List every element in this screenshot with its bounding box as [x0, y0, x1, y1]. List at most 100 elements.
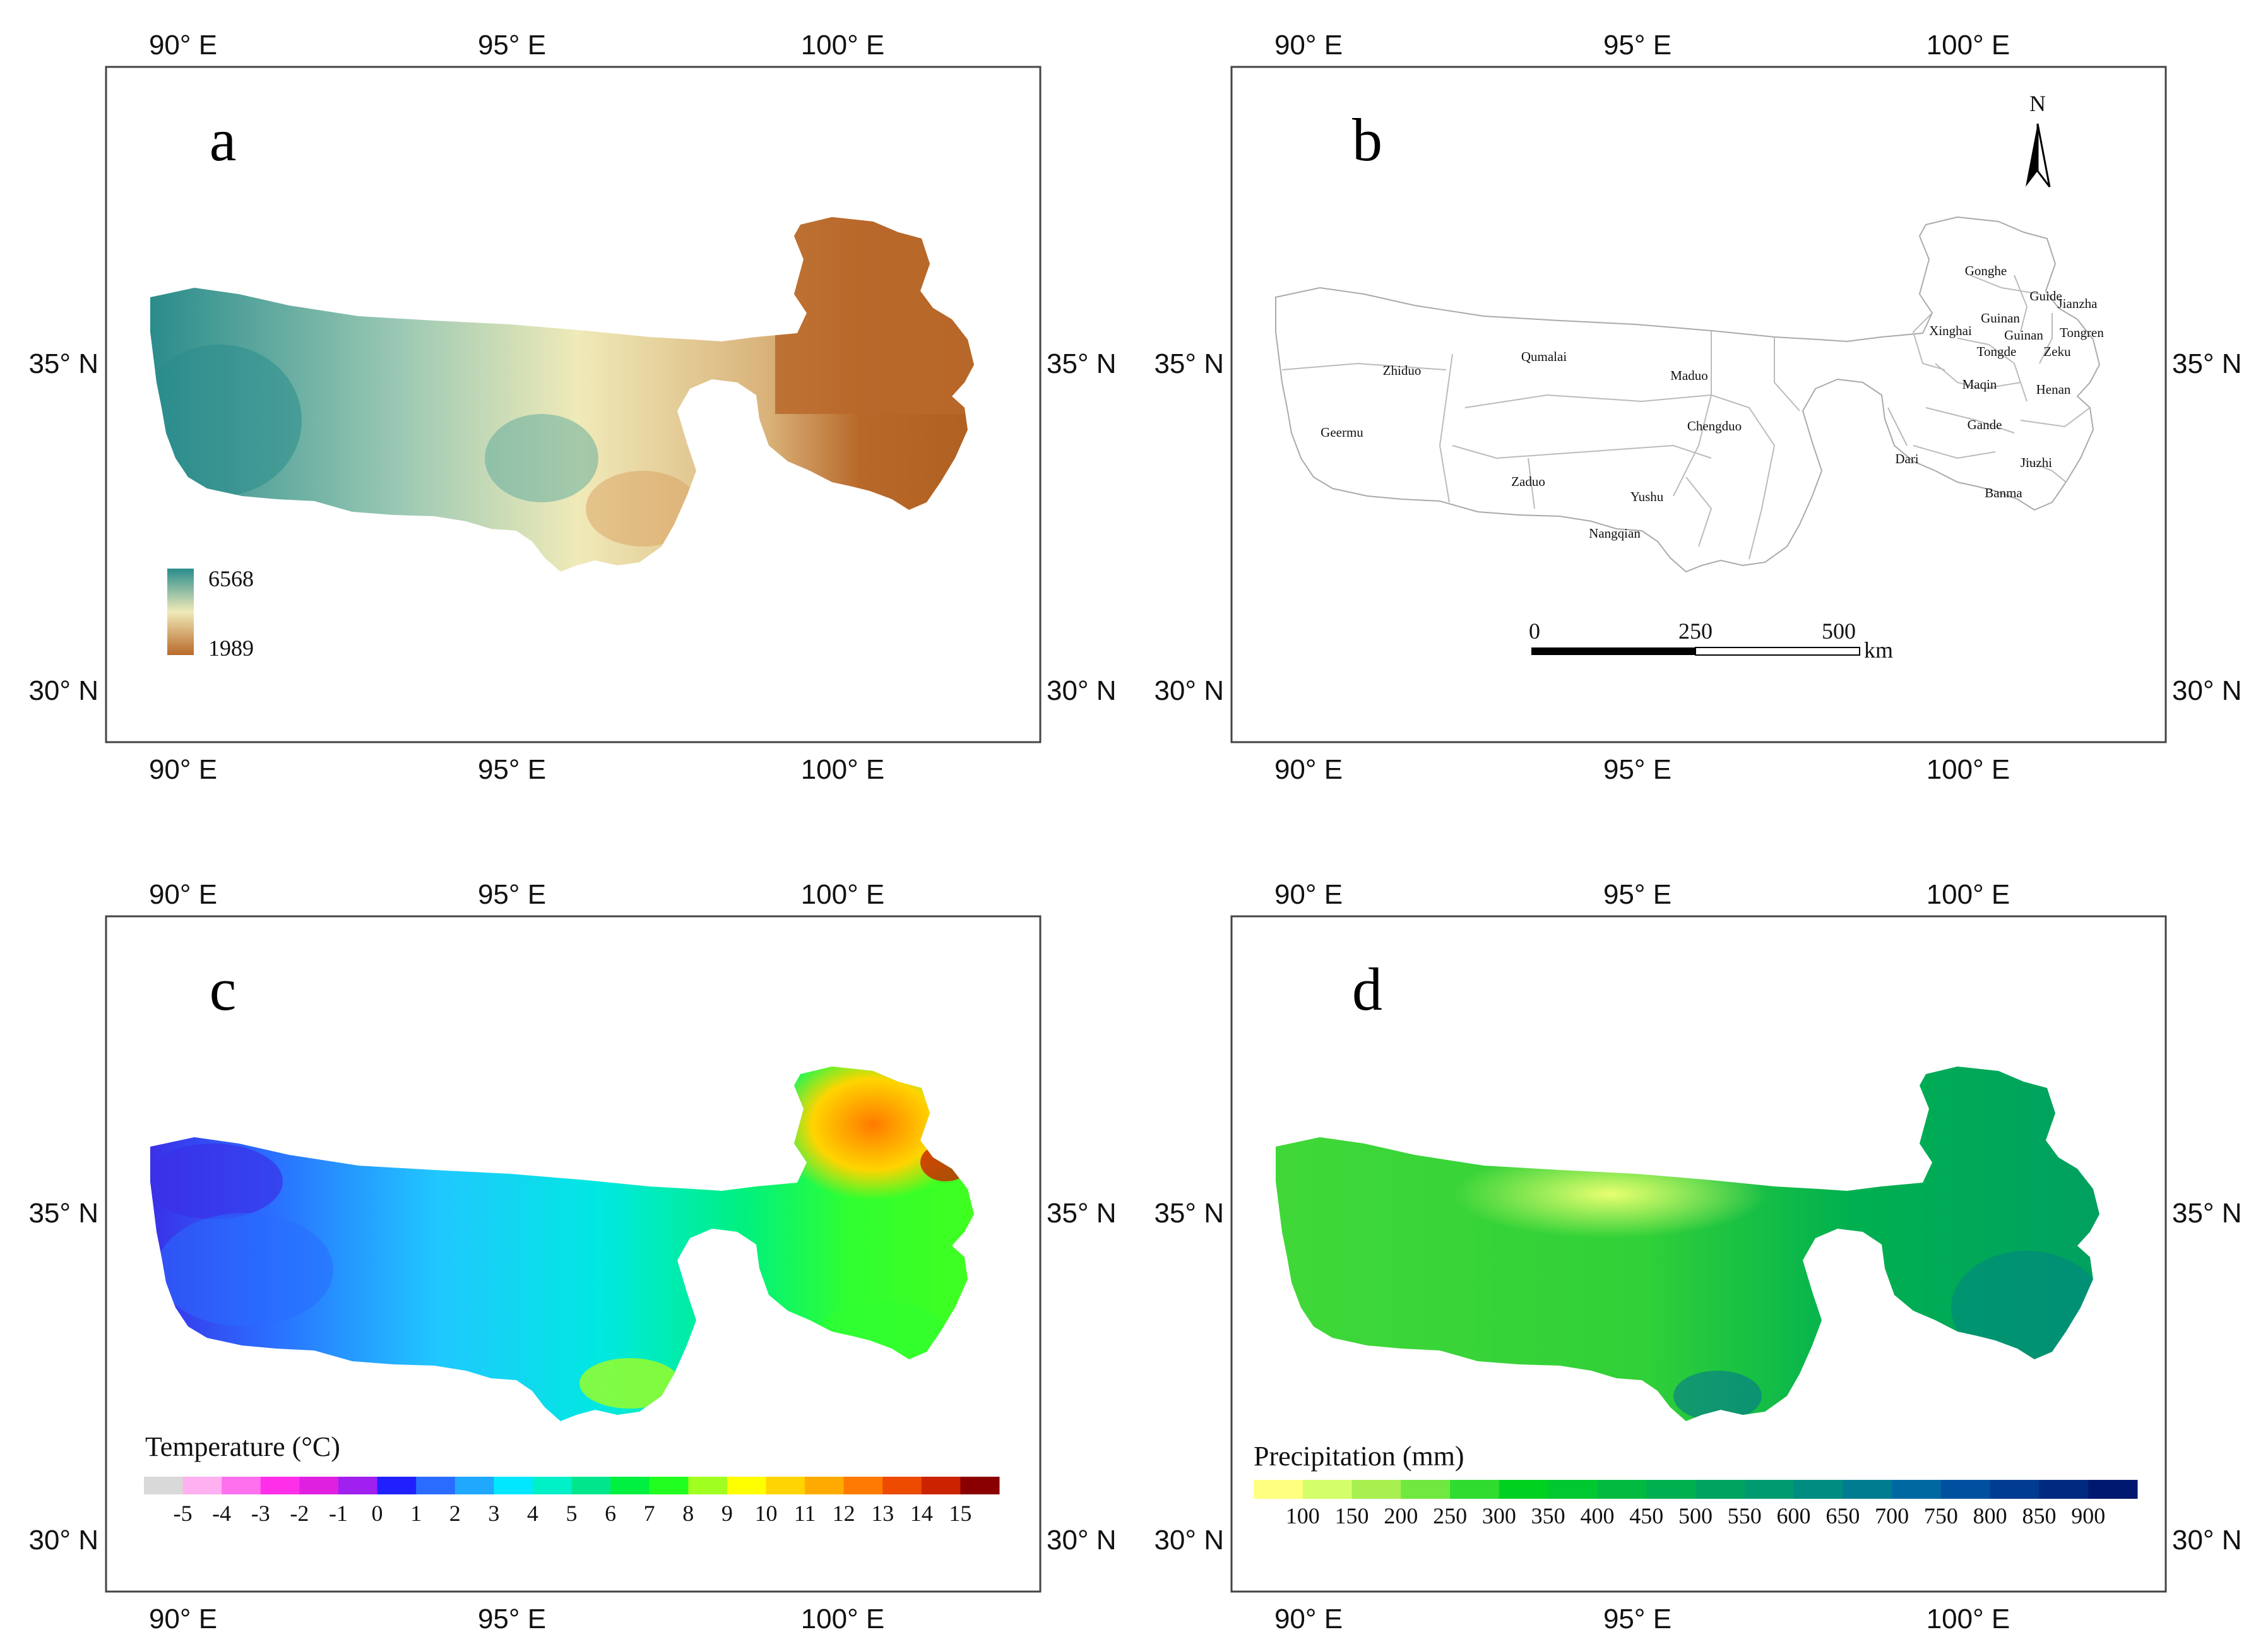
legend-swatch [1892, 1480, 1942, 1499]
lon-tick-top: 100° E [801, 879, 885, 910]
legend-label: -2 [290, 1501, 309, 1526]
legend-label: -4 [212, 1501, 231, 1526]
map-a [150, 217, 974, 572]
legend-label: 750 [1924, 1503, 1958, 1528]
legend-swatch [1940, 1480, 1991, 1499]
county-label: Tongde [1977, 344, 2017, 359]
map-frame [105, 66, 1042, 743]
legend-title: Precipitation (mm) [1254, 1441, 1464, 1472]
county-border [1452, 444, 1712, 459]
county-border [1685, 476, 1713, 547]
county-border [2014, 275, 2028, 333]
county-label: Xinghai [1929, 323, 1972, 338]
county-border [1673, 331, 1712, 497]
legend-swatch [960, 1477, 1000, 1494]
lat-tick-right: 30° N [2172, 1525, 2242, 1556]
legend-label: 350 [1531, 1503, 1565, 1528]
panel-label: c [210, 955, 237, 1023]
legend-swatch [338, 1477, 378, 1494]
north-label: N [2029, 91, 2046, 116]
legend-swatch [532, 1477, 572, 1494]
legend-label: 700 [1875, 1503, 1909, 1528]
lon-tick-top: 95° E [1603, 879, 1671, 910]
county-label: Gande [1968, 417, 2002, 432]
legend-label: 850 [2022, 1503, 2056, 1528]
lon-tick-bottom: 90° E [1274, 754, 1343, 785]
county-label: Gonghe [1965, 263, 2007, 278]
legend-title: Temperature (°C) [145, 1431, 340, 1462]
legend-swatch [1793, 1480, 1843, 1499]
legend-label: 450 [1629, 1503, 1663, 1528]
legend-label: 7 [644, 1501, 655, 1526]
legend-swatch [843, 1477, 883, 1494]
county-border [1957, 338, 2028, 402]
legend-label: 650 [1826, 1503, 1860, 1528]
county-border [1464, 394, 1712, 408]
county-label: Zaduo [1511, 474, 1545, 489]
legend-label: 1 [410, 1501, 422, 1526]
legend-label: 12 [833, 1501, 855, 1526]
legend-swatch [1401, 1480, 1451, 1499]
panel-c: 90° E 90° E 95° E 95° E 100° E 100° E 35° N 35°… [28, 879, 1116, 1634]
legend-swatch [1548, 1480, 1598, 1499]
legend-swatch [805, 1477, 845, 1494]
legend-swatch [766, 1477, 805, 1494]
temperature-raster [150, 1067, 974, 1421]
map-frame [105, 915, 1042, 1593]
legend-label: 300 [1482, 1503, 1516, 1528]
county-label: Jiuzhi [2021, 455, 2052, 470]
map-c [150, 1067, 974, 1421]
lon-tick-top: 90° E [1274, 879, 1343, 910]
legend-swatch [182, 1477, 222, 1494]
county-label: Zeku [2043, 344, 2071, 359]
lon-tick-bottom: 90° E [149, 754, 217, 785]
county-border [1913, 445, 1996, 459]
legend-label: 11 [794, 1501, 816, 1526]
legend-swatch [494, 1477, 533, 1494]
county-border [1912, 312, 1945, 370]
lon-tick-bottom: 90° E [149, 1604, 217, 1634]
lat-tick-left: 30° N [1154, 675, 1224, 706]
legend-swatch [260, 1477, 300, 1494]
lat-tick-left: 35° N [28, 348, 98, 379]
legend-swatch [1744, 1480, 1795, 1499]
legend-swatch [1597, 1480, 1647, 1499]
legend-swatch [688, 1477, 728, 1494]
county-border [2020, 407, 2091, 428]
county-label: Geermu [1321, 425, 1363, 440]
county-label: Tongren [2060, 325, 2104, 340]
county-border [1774, 337, 1800, 411]
legend-swatch [1450, 1480, 1500, 1499]
legend-swatch [1843, 1480, 1892, 1499]
county-border [1711, 394, 1776, 560]
map-frame [1230, 66, 2167, 743]
map-frame [1230, 915, 2167, 1593]
county-border [1925, 407, 2015, 434]
legend-min: 1989 [208, 635, 254, 661]
lon-tick-top: 100° E [801, 30, 885, 61]
legend-label: 8 [682, 1501, 694, 1526]
legend-label: 900 [2071, 1503, 2105, 1528]
lat-tick-left: 35° N [1154, 1198, 1224, 1229]
lon-tick-bottom: 100° E [801, 1604, 885, 1634]
county-label: Chengduo [1687, 418, 1742, 434]
scale-label: 500 [1822, 618, 1856, 644]
lat-tick-left: 30° N [28, 1525, 98, 1556]
legend-swatch [377, 1477, 417, 1494]
legend-swatch [1254, 1480, 1303, 1499]
lon-tick-top: 95° E [478, 879, 546, 910]
legend-swatch [1695, 1480, 1745, 1499]
legend-label: 600 [1777, 1503, 1811, 1528]
legend-label: 200 [1384, 1503, 1418, 1528]
lat-tick-right: 30° N [2172, 675, 2242, 706]
legend-swatch [727, 1477, 766, 1494]
panel-d: 90° E 90° E 95° E 95° E 100° E 100° E 35° N 35°… [1154, 879, 2241, 1634]
county-border [1439, 353, 1453, 503]
scale-label: 0 [1529, 618, 1540, 644]
legend-swatch [144, 1477, 184, 1494]
legend-label: 0 [372, 1501, 383, 1526]
legend-label: 10 [754, 1501, 777, 1526]
legend-label: 400 [1580, 1503, 1614, 1528]
